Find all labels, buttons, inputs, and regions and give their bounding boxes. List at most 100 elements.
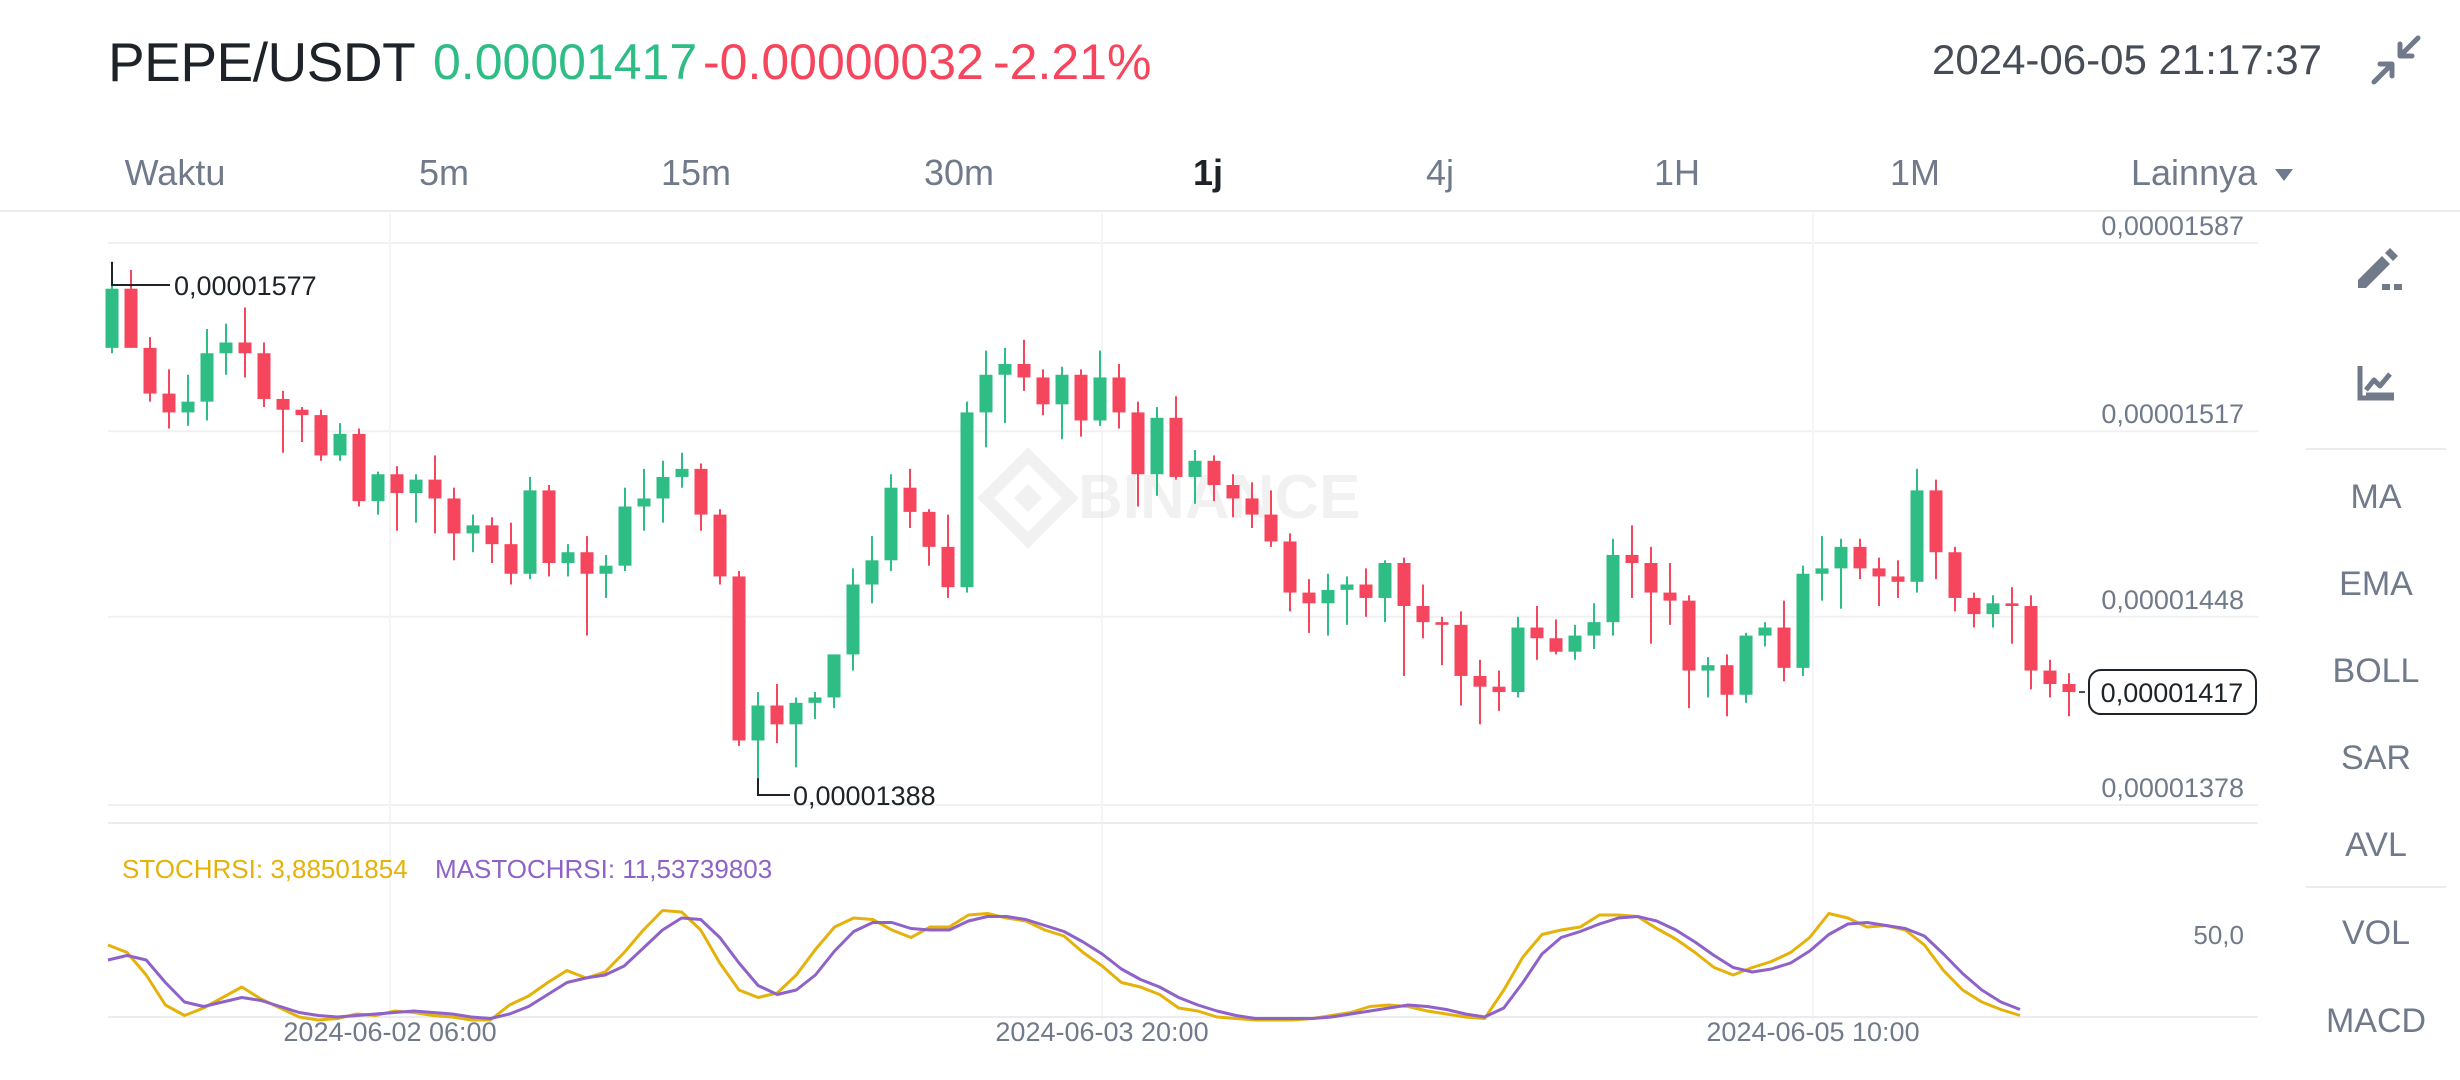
candle-up: [789, 702, 803, 725]
tab-5m[interactable]: 5m: [418, 152, 470, 193]
tab-4j[interactable]: 4j: [1425, 152, 1455, 193]
candle-down: [1283, 541, 1297, 593]
candle-down: [732, 576, 746, 741]
timeframe-tabs: Waktu 5m 15m 30m 1j 4j 1H 1M Lainnya: [0, 142, 2460, 212]
candle-down: [238, 342, 252, 354]
candle-up: [1378, 562, 1392, 598]
candle-up: [1815, 568, 1829, 574]
candle-up: [1796, 573, 1810, 668]
price-change: -0.00000032: [703, 34, 984, 90]
tab-1j[interactable]: 1j: [1192, 152, 1224, 193]
candle-down: [1435, 622, 1449, 625]
toolbar-boll[interactable]: BOLL: [2332, 652, 2420, 690]
candle-down: [903, 487, 917, 512]
candle-down: [1359, 584, 1373, 598]
draw-tool-button[interactable]: [2306, 240, 2446, 305]
candle-down: [1644, 562, 1658, 593]
shrink-arrows-icon[interactable]: [2370, 34, 2422, 86]
toolbar-avl[interactable]: AVL: [2345, 826, 2407, 864]
candle-down: [143, 347, 157, 394]
candle-down: [162, 393, 176, 413]
y-axis-tick-label: 0,00001378: [2101, 773, 2244, 803]
candle-up: [1568, 635, 1582, 652]
tab-30m[interactable]: 30m: [923, 152, 995, 193]
y-axis-tick-label: 0,00001448: [2101, 585, 2244, 615]
indicator-line-mastochrsi: [107, 915, 2021, 1020]
candle-up: [409, 479, 423, 494]
candle-down: [1245, 498, 1259, 515]
candle-down: [922, 511, 936, 547]
candle-down: [1036, 377, 1050, 405]
candle-down: [1720, 665, 1734, 695]
candle-up: [1055, 374, 1069, 405]
candle-down: [1663, 592, 1677, 601]
candle-down: [2062, 683, 2076, 693]
candle-down: [390, 474, 404, 494]
tab-waktu[interactable]: Waktu: [124, 152, 226, 193]
last-price-label: 0,00001417: [2101, 678, 2244, 708]
chart-annotations: 0,00001577 0,00001388 0,00001417: [111, 261, 2257, 811]
candle-down: [352, 433, 366, 502]
candle-down: [1948, 552, 1962, 598]
tab-more[interactable]: Lainnya: [2131, 152, 2295, 194]
tab-15m[interactable]: 15m: [660, 152, 732, 193]
toolbar-macd[interactable]: MACD: [2325, 1002, 2427, 1040]
candle-up: [1739, 635, 1753, 695]
candle-down: [1112, 377, 1126, 413]
candle-up: [599, 565, 613, 574]
candle-down: [1074, 374, 1088, 421]
toolbar-ma[interactable]: MA: [2350, 478, 2402, 516]
stochrsi-panel: STOCHRSI: 3,88501854 MASTOCHRSI: 11,53739…: [107, 854, 2244, 1022]
candle-down: [1207, 460, 1221, 486]
candle-up: [523, 490, 537, 574]
candle-up: [1321, 589, 1335, 604]
toolbar-vol[interactable]: VOL: [2341, 914, 2411, 952]
pair-title: PEPE/USDT: [108, 31, 416, 93]
candle-down: [1264, 514, 1278, 542]
y-axis-tick-label: 0,00001587: [2101, 211, 2244, 241]
candle-up: [466, 525, 480, 534]
candle-down: [2043, 670, 2057, 684]
candle-down: [1530, 627, 1544, 639]
candle-up: [618, 506, 632, 566]
candle-up: [1986, 603, 2000, 615]
candle-down: [1169, 417, 1183, 477]
candle-down: [1853, 546, 1867, 569]
x-axis-tick-label: 2024-06-05 10:00: [1706, 1017, 1919, 1047]
price-change-percent: -2.21%: [993, 34, 1152, 90]
low-price-label: 0,00001388: [793, 781, 936, 811]
timestamp: 2024-06-05 21:17:37: [1932, 36, 2322, 83]
chart-grid: [108, 213, 2258, 1020]
candle-up: [1340, 584, 1354, 590]
candle-up: [371, 474, 385, 502]
candle-down: [770, 705, 784, 725]
candle-down: [1625, 554, 1639, 563]
chart-indicator-icon: [2357, 366, 2394, 401]
candle-down: [1492, 686, 1506, 693]
candle-up: [1758, 627, 1772, 636]
candle-up: [637, 498, 651, 507]
candle-up: [1150, 417, 1164, 475]
candle-down: [1872, 568, 1886, 577]
candle-up: [846, 584, 860, 655]
candle-up: [865, 560, 879, 585]
x-axis-tick-label: 2024-06-03 20:00: [995, 1017, 1208, 1047]
y-axis-tick-label: 0,00001517: [2101, 399, 2244, 429]
candle-up: [675, 468, 689, 477]
tab-1h[interactable]: 1H: [1653, 152, 1701, 193]
toolbar-ema[interactable]: EMA: [2339, 565, 2413, 603]
candle-up: [200, 353, 214, 402]
candle-down: [1131, 412, 1145, 475]
toolbar-divider: [2306, 448, 2446, 450]
candle-down: [941, 546, 955, 588]
toolbar-sar[interactable]: SAR: [2341, 739, 2411, 777]
candle-up: [105, 288, 119, 348]
candle-down: [2024, 606, 2038, 671]
tab-1m[interactable]: 1M: [1889, 152, 1941, 193]
candle-down: [713, 514, 727, 577]
candle-up: [1587, 622, 1601, 636]
candle-down: [257, 353, 271, 399]
indicator-settings-button[interactable]: [2306, 360, 2446, 413]
candle-down: [1682, 600, 1696, 671]
